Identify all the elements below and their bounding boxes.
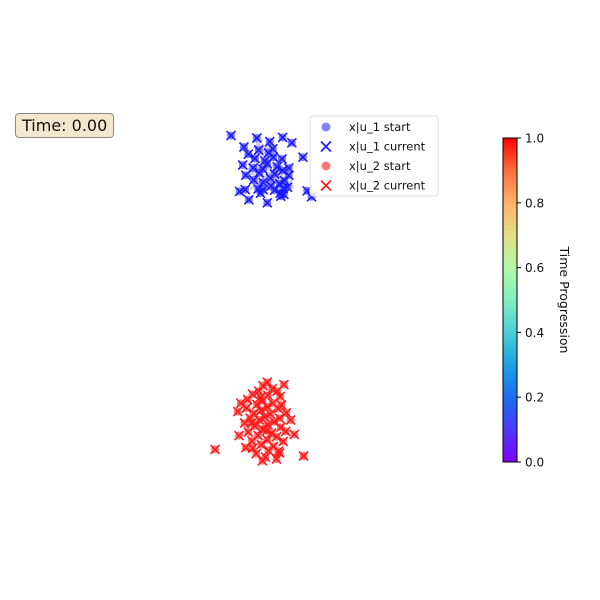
u2-current-point	[247, 443, 258, 454]
colorbar-tick-label: 0.2	[525, 391, 544, 405]
u1-current-point	[248, 174, 259, 186]
u2-current-point	[233, 430, 245, 441]
u1-current-point	[238, 141, 250, 153]
u2-current-point	[210, 444, 221, 455]
colorbar: 0.0 0.2 0.4 0.6 0.8 1.0 Time Progression	[502, 132, 572, 470]
legend-label: x|u_1 current	[349, 140, 426, 154]
legend-marker-circle	[321, 122, 331, 132]
legend-label: x|u_2 current	[349, 179, 426, 193]
u2-current-point	[289, 429, 300, 440]
u1-current-point	[225, 130, 237, 141]
time-label: Time: 0.00	[15, 113, 115, 138]
u2-current-point	[281, 407, 292, 418]
u1-current-point	[251, 132, 262, 144]
legend-marker-circle	[321, 161, 331, 171]
u1-current-point	[257, 177, 269, 188]
u1-current-point	[264, 136, 275, 147]
u1-current-point	[237, 159, 248, 171]
colorbar-tick-label: 0.4	[525, 326, 544, 340]
u2-current-point	[255, 392, 266, 403]
colorbar-tick-label: 0.0	[525, 456, 544, 470]
colorbar-tick-label: 0.6	[525, 261, 544, 275]
u2-current-point	[271, 431, 282, 442]
colorbar-label: Time Progression	[557, 246, 572, 354]
u1-current-point	[234, 186, 245, 197]
u2-current-point	[278, 436, 289, 447]
u1-current-point	[275, 191, 286, 202]
u2-current-point	[280, 426, 291, 437]
u1-current-point	[277, 165, 288, 176]
u1-current-point	[255, 188, 266, 199]
u2-current-point	[285, 414, 296, 426]
u2-current-point	[278, 379, 289, 390]
legend: x|u_1 start x|u_1 current x|u_2 start x|u_2…	[309, 115, 439, 197]
colorbar-gradient	[502, 137, 518, 463]
points-layer	[210, 130, 317, 466]
colorbar-tick-label: 1.0	[525, 132, 544, 146]
u2-current-point	[273, 446, 284, 457]
legend-marker-x	[320, 140, 332, 153]
u2-current-point	[232, 406, 243, 417]
u1-current-point	[254, 167, 265, 178]
u1-current-point	[276, 153, 288, 165]
legend-label: x|u_1 start	[349, 120, 411, 134]
u1-current-point	[243, 194, 254, 205]
u2-current-point	[257, 455, 268, 466]
u1-current-point	[286, 137, 297, 148]
u1-current-point	[253, 144, 264, 156]
u1-current-point	[277, 132, 288, 143]
u2-current-point	[243, 426, 254, 438]
legend-label: x|u_2 start	[349, 159, 411, 173]
legend-marker-x	[320, 179, 332, 192]
u2-current-point	[276, 399, 287, 411]
u1-current-point	[297, 152, 308, 163]
u2-current-point	[298, 450, 309, 462]
u2-current-point	[246, 417, 257, 429]
u2-current-point	[241, 402, 252, 414]
u2-current-point	[256, 439, 267, 450]
legend-box	[309, 115, 439, 197]
u1-current-point	[262, 197, 273, 208]
u2-current-point	[251, 399, 262, 410]
u1-current-point	[240, 170, 251, 181]
u2-current-point	[261, 425, 272, 436]
u1-current-point	[265, 173, 276, 184]
u2-current-point	[271, 453, 282, 465]
colorbar-tick-label: 0.8	[525, 196, 544, 210]
u1-current-point	[249, 153, 261, 164]
